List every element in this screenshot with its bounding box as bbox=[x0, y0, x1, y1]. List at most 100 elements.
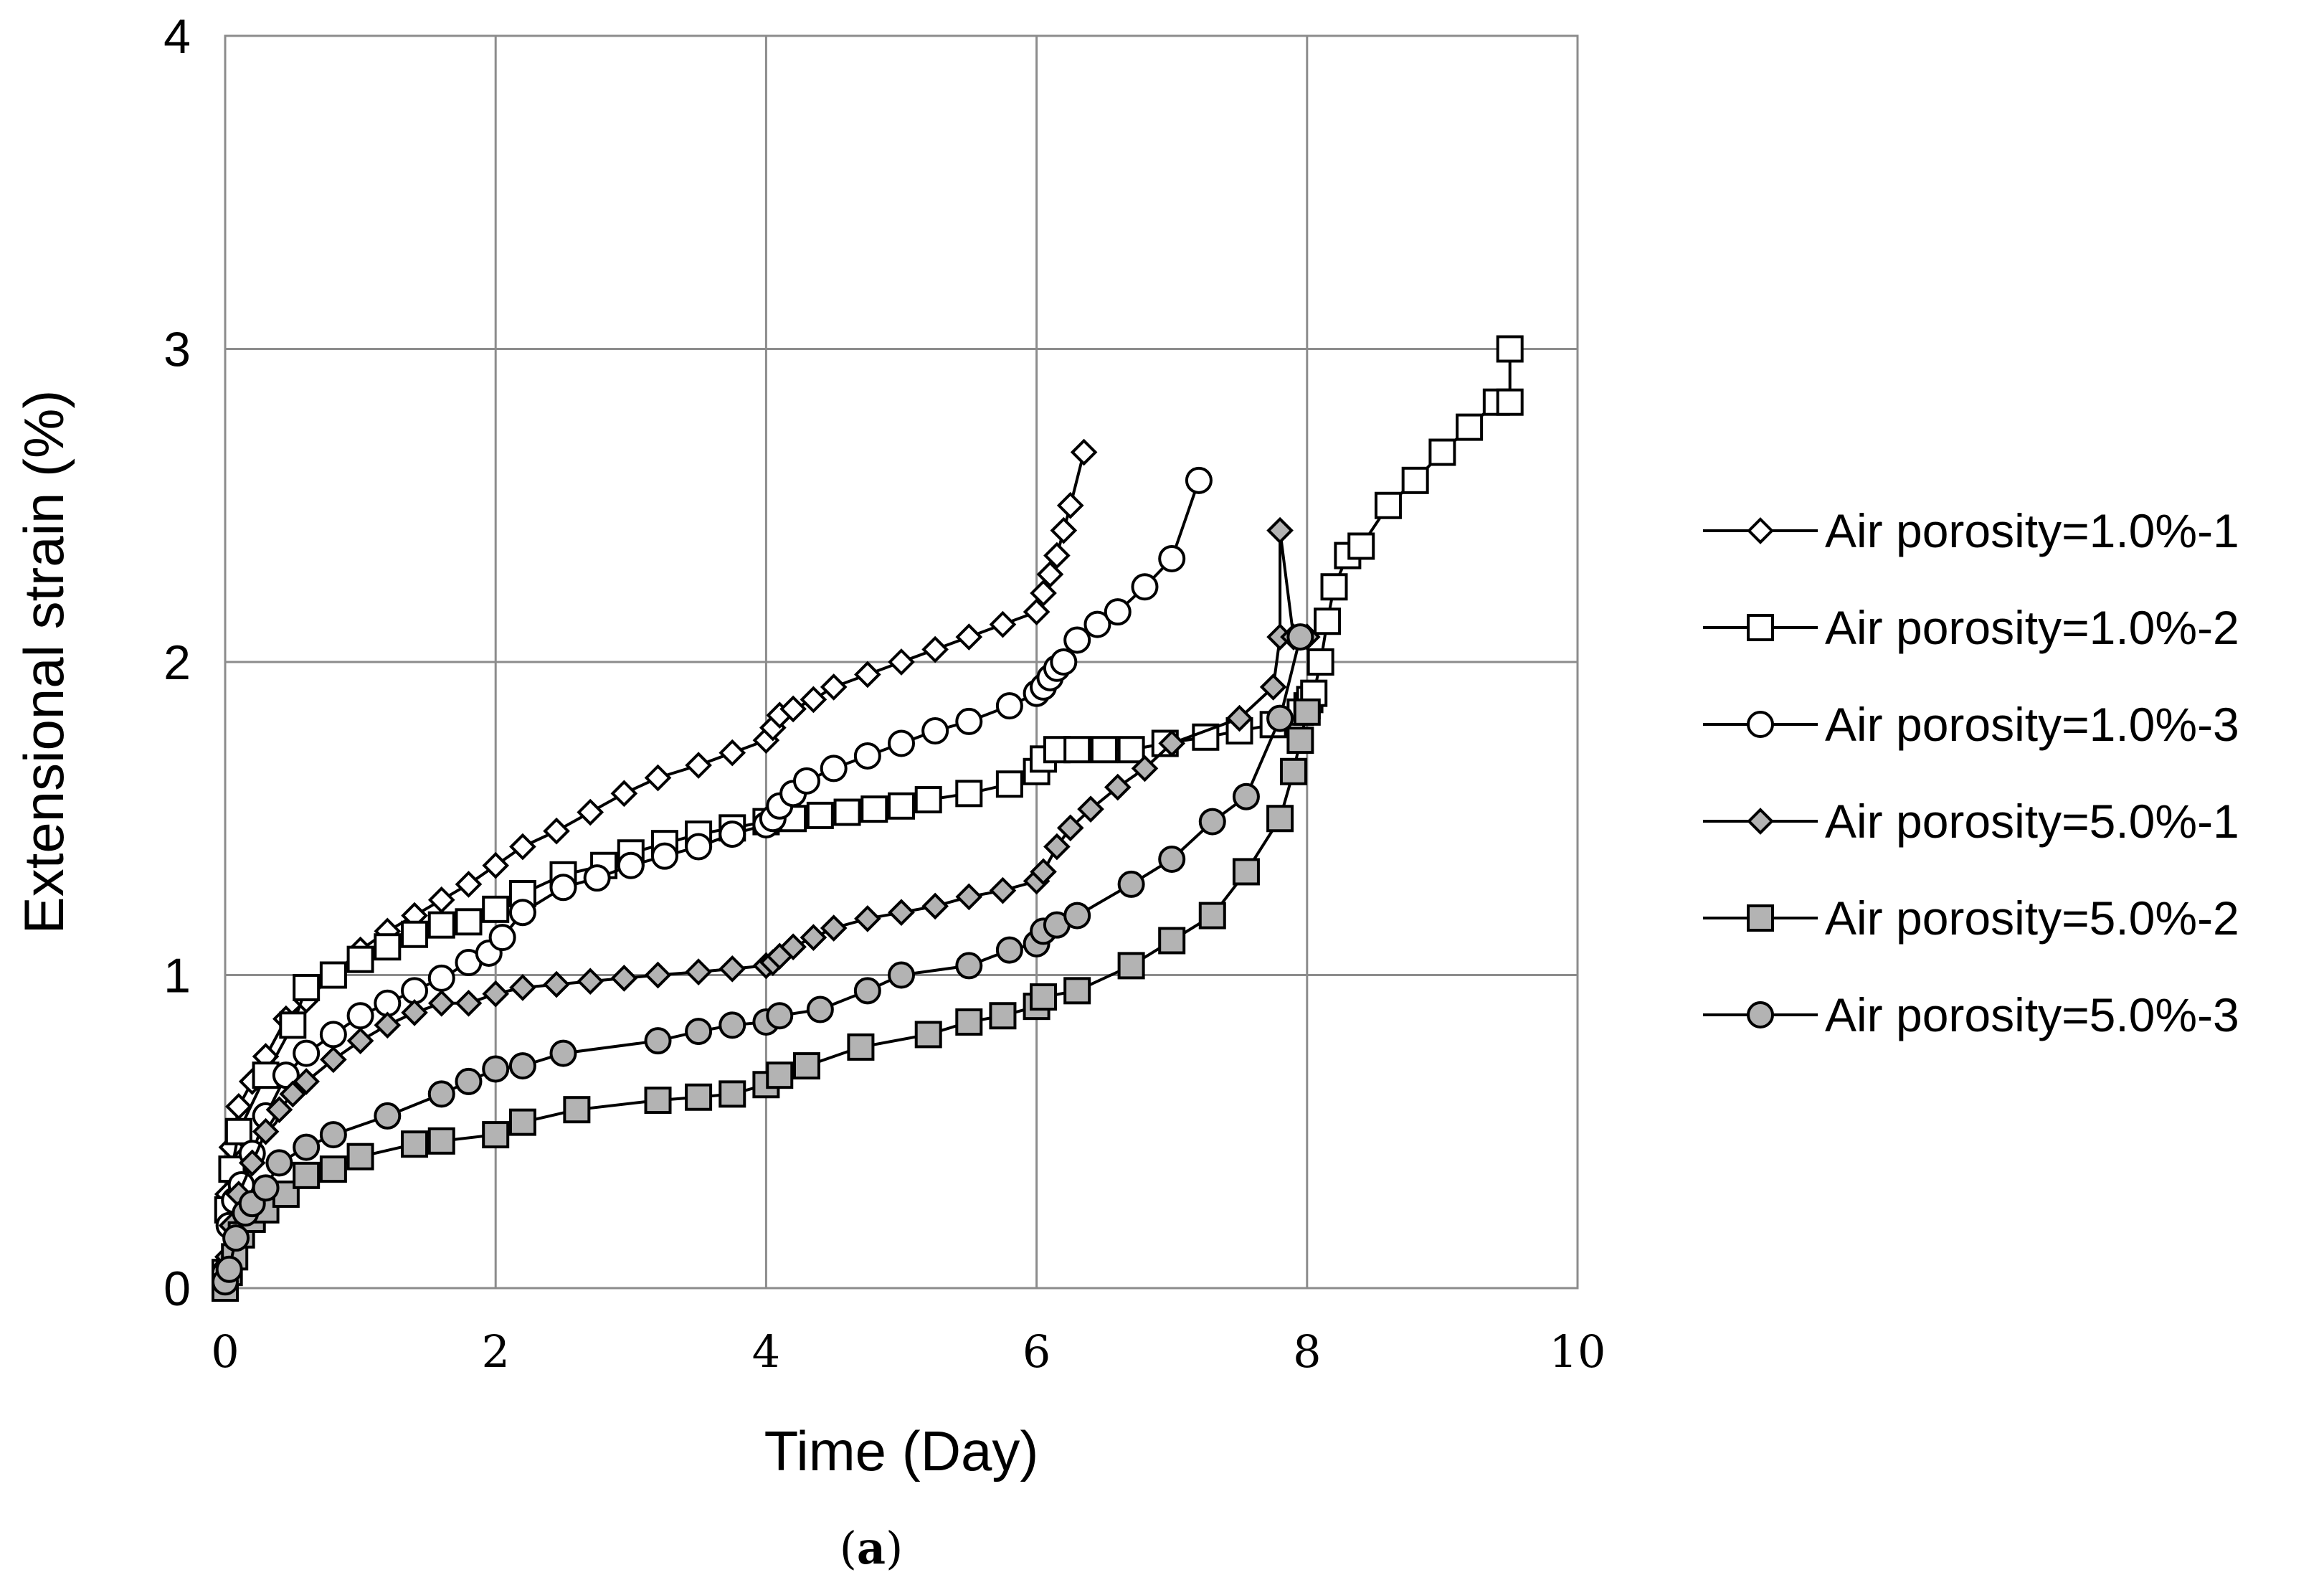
data-point bbox=[989, 1002, 1017, 1030]
data-point bbox=[1266, 805, 1294, 833]
data-point bbox=[374, 1102, 402, 1130]
data-point bbox=[577, 798, 604, 826]
data-point bbox=[718, 1011, 746, 1039]
data-point bbox=[427, 911, 455, 939]
data-point bbox=[718, 955, 746, 983]
data-point bbox=[1043, 541, 1071, 569]
data-point bbox=[265, 1096, 293, 1124]
data-point bbox=[455, 908, 483, 936]
data-point bbox=[1131, 755, 1159, 782]
data-point bbox=[1158, 927, 1186, 955]
data-point bbox=[921, 635, 949, 663]
y-tick-labels: 0 1 2 3 4 bbox=[163, 9, 191, 1316]
data-point bbox=[1293, 698, 1321, 726]
data-point bbox=[1117, 870, 1145, 898]
series-6 bbox=[212, 623, 1314, 1296]
data-point bbox=[455, 871, 483, 898]
data-point bbox=[374, 1011, 402, 1039]
legend-marker bbox=[1747, 614, 1774, 641]
data-point bbox=[549, 1039, 577, 1067]
data-point bbox=[346, 1002, 374, 1030]
data-point bbox=[319, 1155, 347, 1183]
data-point bbox=[319, 1121, 347, 1149]
data-point bbox=[792, 767, 820, 795]
data-point bbox=[1063, 902, 1091, 930]
data-point bbox=[1158, 544, 1186, 572]
data-point bbox=[1374, 491, 1402, 519]
data-point bbox=[650, 842, 678, 870]
legend-entry: Air porosity=5.0%-3 bbox=[1703, 988, 2239, 1041]
data-point bbox=[346, 945, 374, 973]
data-point bbox=[685, 752, 712, 779]
data-point bbox=[427, 964, 455, 992]
data-point bbox=[1050, 516, 1078, 544]
data-point bbox=[374, 933, 402, 961]
data-point bbox=[989, 610, 1017, 638]
x-tick-label: 8 bbox=[1293, 1325, 1321, 1378]
data-point bbox=[215, 1255, 243, 1283]
x-tick-label: 10 bbox=[1550, 1325, 1606, 1378]
data-point bbox=[279, 1080, 307, 1108]
data-point bbox=[543, 970, 570, 998]
data-point bbox=[779, 695, 807, 723]
data-point bbox=[1043, 833, 1071, 861]
data-point bbox=[766, 1002, 794, 1030]
data-point bbox=[427, 1127, 455, 1155]
data-point bbox=[1158, 845, 1186, 873]
data-point bbox=[401, 999, 428, 1026]
data-point bbox=[610, 965, 638, 992]
data-point bbox=[1056, 491, 1084, 519]
data-point bbox=[346, 1027, 374, 1054]
y-axis-title: Extensional strain (%) bbox=[12, 390, 75, 935]
legend: Air porosity=1.0%-1 Air porosity=1.0%-2 Ai… bbox=[1703, 504, 2239, 1041]
data-point bbox=[508, 1108, 536, 1136]
data-point bbox=[854, 661, 881, 689]
data-point bbox=[1063, 977, 1091, 1005]
data-point bbox=[718, 739, 746, 767]
data-point bbox=[792, 1052, 820, 1080]
data-point bbox=[644, 1087, 672, 1115]
data-point bbox=[265, 1149, 293, 1177]
data-point bbox=[482, 1055, 510, 1083]
data-point bbox=[252, 1117, 280, 1145]
data-point bbox=[401, 1130, 429, 1158]
y-tick-label: 1 bbox=[163, 949, 191, 1003]
data-point bbox=[1347, 532, 1375, 560]
data-point bbox=[455, 1067, 483, 1095]
data-point bbox=[779, 933, 807, 961]
y-tick-label: 0 bbox=[163, 1262, 191, 1316]
legend-entry: Air porosity=1.0%-3 bbox=[1703, 698, 2239, 751]
data-point bbox=[1198, 808, 1226, 836]
data-point bbox=[1050, 648, 1078, 676]
data-point bbox=[1320, 573, 1348, 601]
data-point bbox=[1496, 335, 1524, 363]
data-point bbox=[685, 958, 712, 985]
x-tick-label: 2 bbox=[481, 1325, 509, 1378]
data-point bbox=[1286, 727, 1314, 755]
caption-letter: a bbox=[857, 1522, 886, 1574]
legend-marker bbox=[1747, 904, 1774, 932]
data-point bbox=[833, 798, 861, 826]
legend-label: Air porosity=1.0%-1 bbox=[1825, 504, 2239, 557]
data-point bbox=[238, 1149, 266, 1177]
x-tick-labels: 0 2 4 6 8 10 bbox=[211, 1325, 1606, 1378]
data-point bbox=[995, 770, 1023, 798]
data-point bbox=[685, 1083, 713, 1111]
data-point bbox=[488, 924, 516, 952]
data-point bbox=[577, 968, 604, 995]
data-point bbox=[1131, 573, 1159, 601]
x-tick-label: 0 bbox=[211, 1325, 239, 1378]
data-point bbox=[820, 673, 848, 701]
data-point bbox=[222, 1224, 250, 1252]
data-point bbox=[319, 961, 347, 989]
data-point bbox=[644, 961, 672, 989]
data-point bbox=[806, 801, 834, 829]
plot-frame bbox=[224, 34, 1579, 1290]
data-point bbox=[955, 623, 983, 651]
legend-entry: Air porosity=1.0%-2 bbox=[1703, 601, 2239, 654]
data-point bbox=[1023, 598, 1050, 625]
data-point bbox=[1401, 466, 1429, 494]
data-point bbox=[293, 1133, 321, 1161]
data-point bbox=[766, 1061, 794, 1089]
